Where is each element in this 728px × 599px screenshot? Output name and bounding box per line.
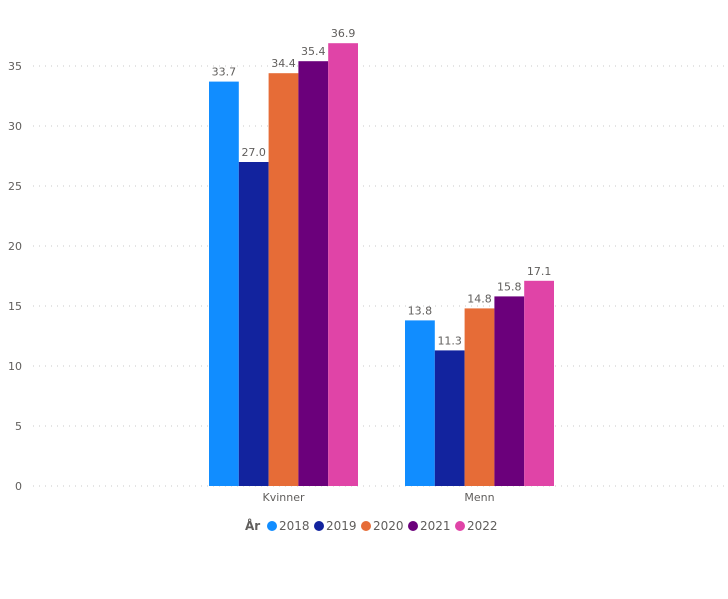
y-tick-label: 15 xyxy=(8,300,22,313)
bar-2018-menn xyxy=(405,320,435,486)
legend-marker xyxy=(455,521,465,531)
y-tick-label: 35 xyxy=(8,60,22,73)
legend-marker xyxy=(314,521,324,531)
x-tick-label: Kvinner xyxy=(262,491,304,504)
data-label: 14.8 xyxy=(467,292,492,305)
legend-marker xyxy=(408,521,418,531)
y-tick-label: 25 xyxy=(8,180,22,193)
x-tick-label: Menn xyxy=(464,491,494,504)
bar-2022-menn xyxy=(524,280,554,486)
y-tick-label: 5 xyxy=(15,420,22,433)
legend-label-2021: 2021 xyxy=(420,519,451,533)
data-label: 33.7 xyxy=(212,66,237,79)
data-label: 13.8 xyxy=(408,304,433,317)
legend-label-2020: 2020 xyxy=(373,519,404,533)
bar-2020-menn xyxy=(464,308,495,486)
data-label: 36.9 xyxy=(331,27,356,40)
data-label: 27.0 xyxy=(241,146,266,159)
y-tick-label: 20 xyxy=(8,240,22,253)
y-tick-label: 0 xyxy=(15,480,22,493)
y-tick-label: 30 xyxy=(8,120,22,133)
bar-2020-kvinner xyxy=(268,73,299,486)
bar-2018-kvinner xyxy=(209,81,239,486)
bar-2021-kvinner xyxy=(298,61,329,486)
bar-2019-menn xyxy=(434,350,465,486)
data-label: 35.4 xyxy=(301,45,326,58)
y-tick-label: 10 xyxy=(8,360,22,373)
legend-marker xyxy=(361,521,371,531)
bar-2019-kvinner xyxy=(238,162,269,486)
legend-marker xyxy=(267,521,277,531)
legend-label-2019: 2019 xyxy=(326,519,357,533)
legend-label-2018: 2018 xyxy=(279,519,310,533)
legend-label-2022: 2022 xyxy=(467,519,498,533)
data-label: 15.8 xyxy=(497,280,522,293)
data-label: 11.3 xyxy=(437,334,462,347)
legend-title: År xyxy=(245,518,260,533)
bar-2021-menn xyxy=(494,296,525,486)
data-label: 34.4 xyxy=(271,57,296,70)
bar-2022-kvinner xyxy=(328,43,358,486)
data-label: 17.1 xyxy=(527,265,552,278)
